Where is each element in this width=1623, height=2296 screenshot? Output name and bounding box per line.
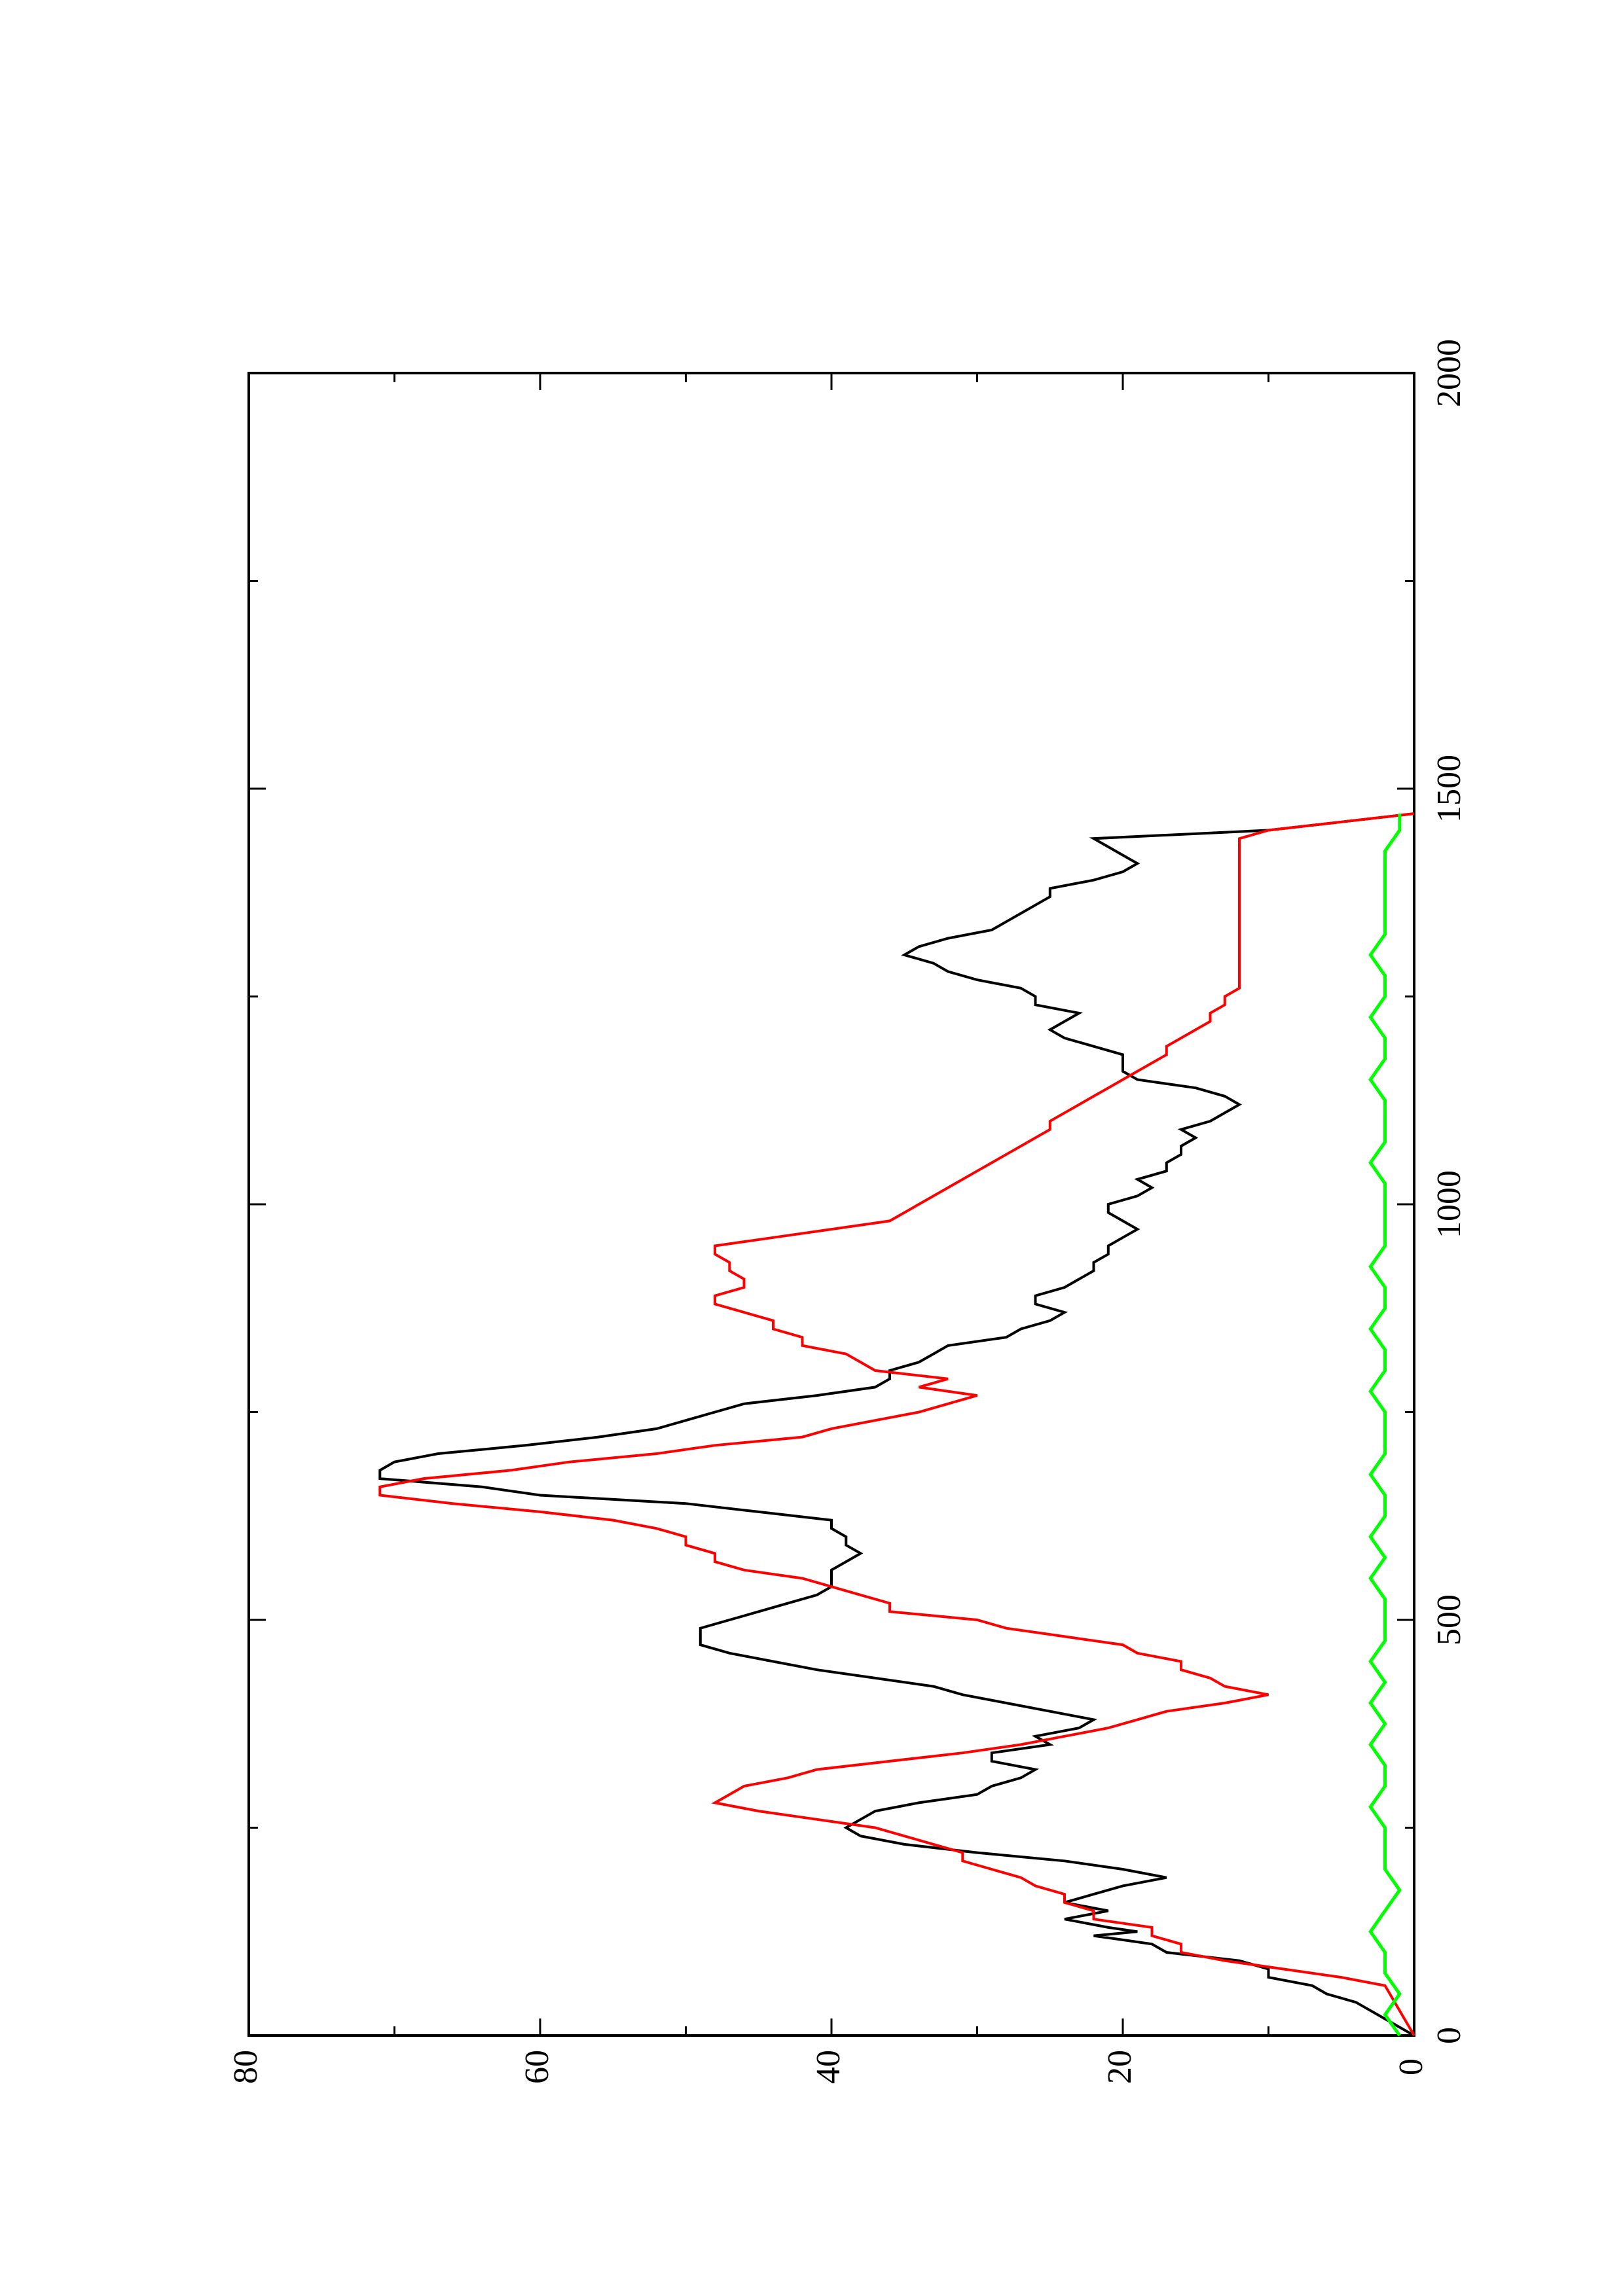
y-tick-label: 60: [519, 2050, 556, 2084]
y-tick-label: 0: [1393, 2058, 1430, 2075]
series-line-1: [378, 812, 1415, 2037]
y-tick-label: 20: [1101, 2050, 1139, 2084]
x-tick-label: 1500: [1431, 755, 1468, 823]
plot-frame: [247, 372, 1415, 2037]
x-tick-label: 0: [1431, 2027, 1468, 2044]
series-layer: [378, 812, 1415, 2037]
tick-labels: 0 500 1000 1500 2000 0 20 40 60 80: [227, 339, 1468, 2084]
series-line-2: [378, 812, 1415, 2037]
axis-ticks: [247, 372, 1415, 2037]
series-line-3: [1368, 814, 1402, 2037]
x-tick-label: 500: [1431, 1594, 1468, 1645]
y-tick-label: 40: [810, 2050, 847, 2084]
x-tick-label: 1000: [1431, 1170, 1468, 1238]
y-tick-label: 80: [227, 2050, 264, 2084]
x-tick-label: 2000: [1431, 339, 1468, 407]
